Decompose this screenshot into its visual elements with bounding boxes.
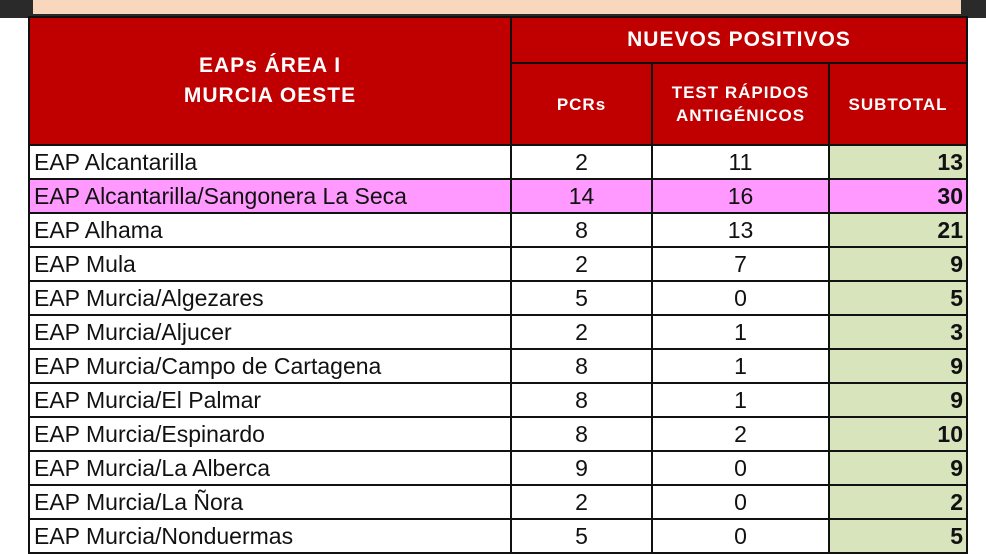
subtotal-cell: 21 — [827, 212, 969, 248]
area-header-line2: MURCIA OESTE — [183, 84, 357, 107]
subtotal-cell: 13 — [827, 144, 969, 180]
positives-table: EAPs ÁREA I MURCIA OESTE NUEVOS POSITIVO… — [28, 16, 969, 554]
test-cell: 1 — [651, 314, 830, 350]
pcr-cell: 5 — [510, 518, 653, 554]
table-row: EAP Murcia/La Alberca 9 0 9 — [28, 450, 969, 486]
table-row: EAP Murcia/Espinardo 8 2 10 — [28, 416, 969, 452]
subtotal-cell: 5 — [827, 280, 969, 316]
top-band-cell — [33, 0, 961, 14]
pcr-cell: 2 — [510, 314, 653, 350]
eap-name-cell: EAP Mula — [28, 246, 512, 282]
eap-name-cell: EAP Alcantarilla — [28, 144, 512, 180]
area-header-line1: EAPs ÁREA I — [198, 54, 342, 77]
pcr-cell: 2 — [510, 484, 653, 520]
subtotal-cell: 5 — [827, 518, 969, 554]
eap-name-cell: EAP Alhama — [28, 212, 512, 248]
subtotal-cell: 10 — [827, 416, 969, 452]
test-cell: 0 — [651, 280, 830, 316]
test-header-line1: TEST RÁPIDOS — [671, 83, 810, 102]
subtotal-cell: 30 — [827, 178, 969, 214]
test-cell: 1 — [651, 348, 830, 384]
eap-name-cell: EAP Murcia/Campo de Cartagena — [28, 348, 512, 384]
test-cell: 16 — [651, 178, 830, 214]
test-cell: 0 — [651, 450, 830, 486]
pcr-cell: 2 — [510, 144, 653, 180]
eap-name-cell: EAP Murcia/El Palmar — [28, 382, 512, 418]
subtotal-cell: 9 — [827, 450, 969, 486]
eap-name-cell: EAP Murcia/Nonduermas — [28, 518, 512, 554]
test-cell: 11 — [651, 144, 830, 180]
pcr-cell: 8 — [510, 382, 653, 418]
eap-name-cell: EAP Murcia/La Ñora — [28, 484, 512, 520]
eap-name-cell: EAP Murcia/Aljucer — [28, 314, 512, 350]
subtotal-header: SUBTOTAL — [827, 62, 969, 146]
table-row: EAP Alcantarilla/Sangonera La Seca 14 16 30 — [28, 178, 969, 214]
eap-name-cell: EAP Murcia/Espinardo — [28, 416, 512, 452]
pcr-cell: 14 — [510, 178, 653, 214]
table-row: EAP Murcia/La Ñora 2 0 2 — [28, 484, 969, 520]
table-row: EAP Alcantarilla 2 11 13 — [28, 144, 969, 180]
table-body: EAP Alcantarilla 2 11 13 EAP Alcantarilla/Sa… — [28, 144, 969, 554]
area-header: EAPs ÁREA I MURCIA OESTE — [28, 16, 512, 146]
test-cell: 7 — [651, 246, 830, 282]
pcr-cell: 8 — [510, 348, 653, 384]
table-row: EAP Murcia/Campo de Cartagena 8 1 9 — [28, 348, 969, 384]
eap-name-cell: EAP Murcia/La Alberca — [28, 450, 512, 486]
test-cell: 2 — [651, 416, 830, 452]
table-row: EAP Murcia/Algezares 5 0 5 — [28, 280, 969, 316]
subtotal-cell: 9 — [827, 246, 969, 282]
table-row: EAP Mula 2 7 9 — [28, 246, 969, 282]
test-header-line2: ANTIGÉNICOS — [675, 106, 806, 125]
table-row: EAP Murcia/Nonduermas 5 0 5 — [28, 518, 969, 554]
table-row: EAP Murcia/Aljucer 2 1 3 — [28, 314, 969, 350]
test-header: TEST RÁPIDOS ANTIGÉNICOS — [651, 62, 830, 146]
subtotal-cell: 3 — [827, 314, 969, 350]
pcr-header: PCRs — [510, 62, 653, 146]
test-cell: 0 — [651, 518, 830, 554]
pcr-cell: 5 — [510, 280, 653, 316]
test-cell: 0 — [651, 484, 830, 520]
top-band — [0, 0, 986, 18]
test-cell: 1 — [651, 382, 830, 418]
eap-name-cell: EAP Alcantarilla/Sangonera La Seca — [28, 178, 512, 214]
pcr-cell: 8 — [510, 212, 653, 248]
table-row: EAP Murcia/El Palmar 8 1 9 — [28, 382, 969, 418]
pcr-cell: 2 — [510, 246, 653, 282]
group-header: NUEVOS POSITIVOS — [509, 16, 969, 64]
subtotal-cell: 9 — [827, 382, 969, 418]
table-row: EAP Alhama 8 13 21 — [28, 212, 969, 248]
pcr-cell: 9 — [510, 450, 653, 486]
subtotal-cell: 2 — [827, 484, 969, 520]
pcr-cell: 8 — [510, 416, 653, 452]
subtotal-cell: 9 — [827, 348, 969, 384]
eap-name-cell: EAP Murcia/Algezares — [28, 280, 512, 316]
test-cell: 13 — [651, 212, 830, 248]
